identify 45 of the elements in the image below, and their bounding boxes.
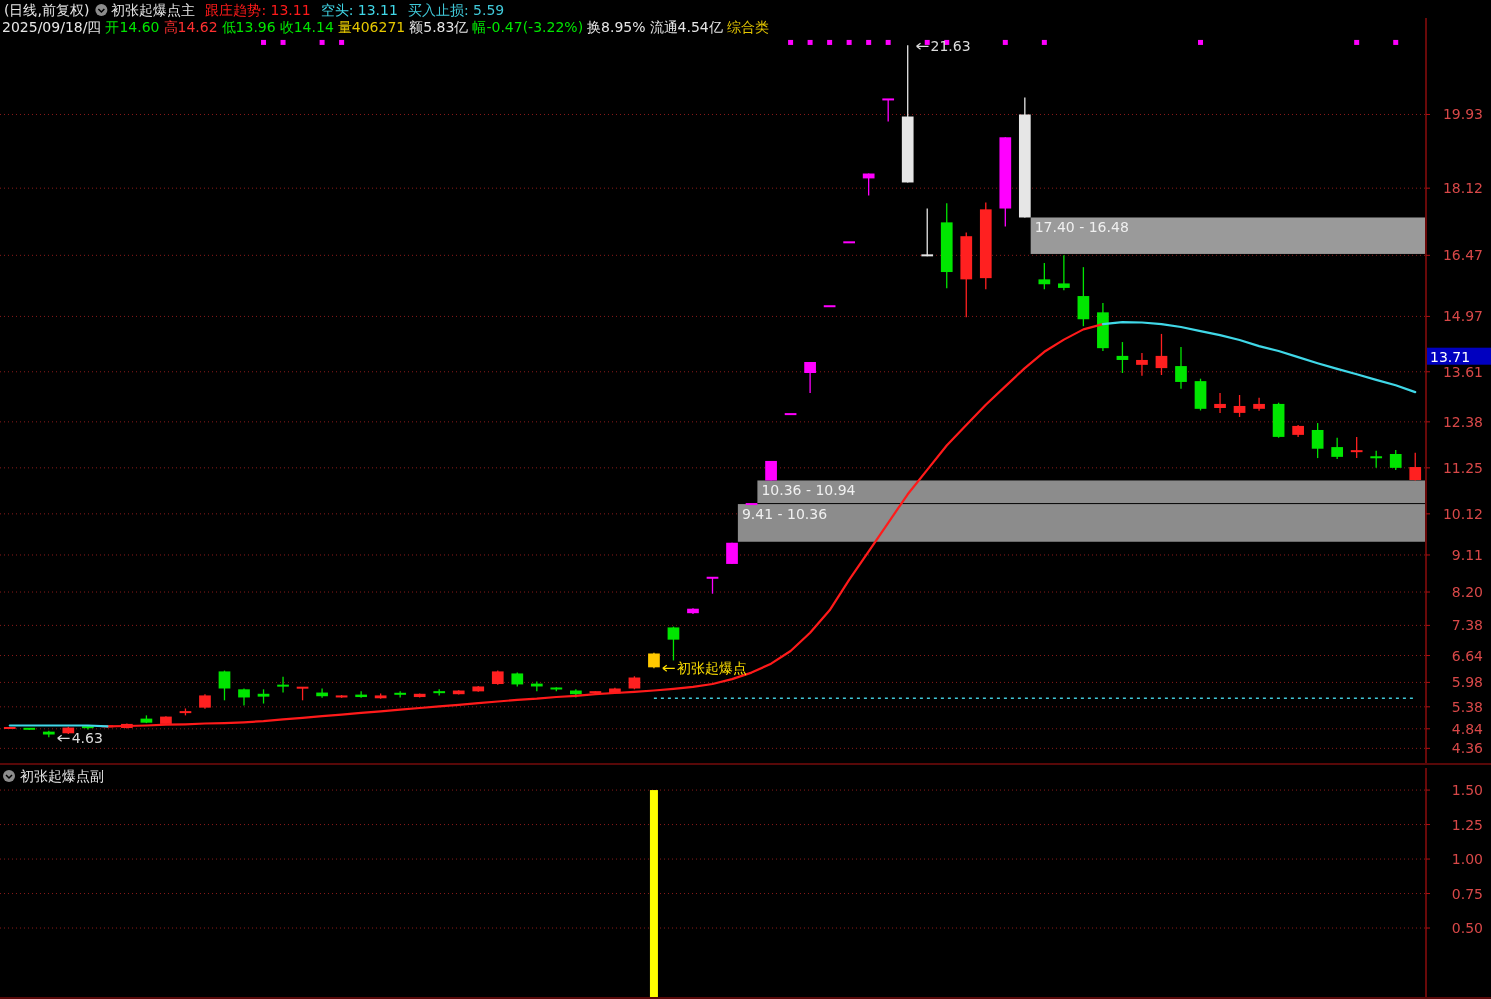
y-tick-label: 11.25 <box>1442 459 1483 476</box>
annotation: 综合类 <box>726 19 769 35</box>
chart-title: 初张起爆点副 <box>20 768 104 784</box>
annotation: 初张起爆点 <box>676 660 747 677</box>
text: 买入止损: 5.59 <box>407 2 505 18</box>
text: 13.71 <box>1430 348 1471 365</box>
annotation: 幅-0.47(-3.22%) <box>472 19 584 35</box>
y-tick-label: 12.38 <box>1442 413 1483 430</box>
band-label: 9.41 - 10.36 <box>741 506 828 523</box>
annotation: 4.63 <box>71 730 103 747</box>
annotation: 2025/09/18/四 <box>2 19 102 35</box>
y-tick-label: 0.50 <box>1451 920 1483 937</box>
y-tick-label: 5.98 <box>1451 674 1483 691</box>
text: 跟庄趋势: 13.11 <box>205 2 311 18</box>
annotation: 换8.95% <box>587 19 646 35</box>
y-tick-label: 0.75 <box>1451 885 1483 902</box>
annotation: 流通4.54亿 <box>649 19 723 35</box>
y-tick-label: 14.97 <box>1442 308 1483 325</box>
y-tick-label: 4.36 <box>1451 740 1484 757</box>
y-tick-label: 13.61 <box>1442 363 1483 380</box>
annotation: 21.63 <box>930 38 971 55</box>
y-tick-label: 18.12 <box>1442 180 1483 197</box>
y-tick-label: 9.11 <box>1451 546 1483 563</box>
y-tick-label: 19.93 <box>1442 106 1483 123</box>
y-tick-label: 5.38 <box>1451 698 1483 715</box>
y-tick-label: 1.50 <box>1451 782 1483 799</box>
text: 空头: 13.11 <box>320 2 398 18</box>
y-tick-label: 8.20 <box>1451 584 1483 601</box>
annotation: 低13.96 <box>221 19 276 35</box>
annotation: 量406271 <box>337 19 406 35</box>
chart-title: (日线,前复权) <box>4 2 90 18</box>
y-tick-label: 10.12 <box>1442 505 1483 522</box>
chart-subtitle: 初张起爆点主 <box>111 2 196 18</box>
annotation: 开14.60 <box>105 19 160 35</box>
y-tick-label: 7.38 <box>1451 617 1483 634</box>
annotation: 高14.62 <box>163 19 218 35</box>
annotation: 收14.14 <box>279 19 334 35</box>
y-tick-label: 6.64 <box>1451 647 1484 664</box>
y-tick-label: 4.84 <box>1451 720 1484 737</box>
y-tick-label: 1.00 <box>1451 851 1483 868</box>
annotation: 额5.83亿 <box>409 19 469 35</box>
band-label: 17.40 - 16.48 <box>1034 219 1129 236</box>
y-tick-label: 16.47 <box>1442 247 1483 264</box>
band-label: 10.36 - 10.94 <box>761 482 856 499</box>
y-tick-label: 1.25 <box>1451 816 1483 833</box>
